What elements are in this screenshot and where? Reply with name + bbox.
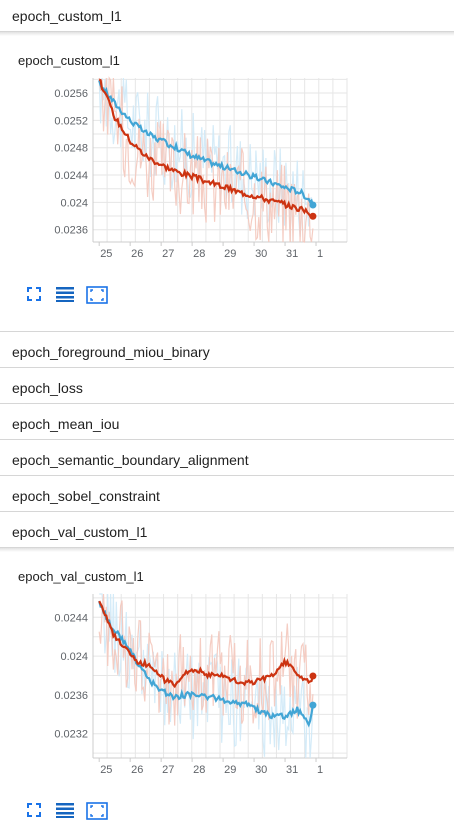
header-shadow xyxy=(0,32,454,36)
x-tick-label: 27 xyxy=(162,248,174,260)
section-divider xyxy=(0,367,454,368)
section-divider xyxy=(0,439,454,440)
section-divider xyxy=(0,511,454,512)
y-tick-label: 0.024 xyxy=(60,197,88,209)
y-tick-label: 0.0232 xyxy=(54,729,88,741)
y-tick-label: 0.0244 xyxy=(54,612,88,624)
x-tick-label: 1 xyxy=(317,764,323,776)
section-header-epoch-custom-l1[interactable]: epoch_custom_l1 xyxy=(12,8,122,24)
section-header-val-custom-l1[interactable]: epoch_val_custom_l1 xyxy=(12,524,148,540)
line-chart-epoch-custom-l1[interactable]: 0.0256 0.0252 0.0248 0.0244 0.024 0.0236 25 26 2… xyxy=(0,70,454,275)
section-divider xyxy=(0,403,454,404)
y-tick-label: 0.0236 xyxy=(54,225,88,237)
y-tick-label: 0.0244 xyxy=(54,170,88,182)
chart-svg[interactable]: 0.0256 0.0252 0.0248 0.0244 0.024 0.0236 25 26 2… xyxy=(0,70,454,270)
series-raw-line xyxy=(98,76,314,243)
data-table-icon[interactable] xyxy=(56,802,74,823)
section-divider xyxy=(0,475,454,476)
x-tick-label: 30 xyxy=(255,764,267,776)
series-end-point xyxy=(309,701,317,709)
fullscreen-icon[interactable] xyxy=(26,802,42,823)
x-tick-label: 29 xyxy=(224,764,236,776)
y-tick-label: 0.0248 xyxy=(54,143,88,155)
x-tick-label: 28 xyxy=(193,764,205,776)
series-line xyxy=(98,80,314,206)
section-header-loss[interactable]: epoch_loss xyxy=(12,380,83,396)
header-divider xyxy=(0,31,454,32)
series-end-point xyxy=(309,201,317,209)
series-end-point xyxy=(309,212,317,220)
section-header-sobel-constraint[interactable]: epoch_sobel_constraint xyxy=(12,488,160,504)
section-header-foreground-miou[interactable]: epoch_foreground_miou_binary xyxy=(12,344,210,360)
y-tick-label: 0.0236 xyxy=(54,690,88,702)
x-tick-label: 26 xyxy=(131,248,143,260)
x-tick-label: 31 xyxy=(286,764,298,776)
section-header-semantic-boundary[interactable]: epoch_semantic_boundary_alignment xyxy=(12,452,249,468)
x-tick-label: 25 xyxy=(100,764,112,776)
y-tick-label: 0.0256 xyxy=(54,88,88,100)
fullscreen-icon[interactable] xyxy=(26,286,42,307)
chart-svg[interactable]: 0.0244 0.024 0.0236 0.0232 25 26 27 28 29 30 31 1 xyxy=(0,586,454,786)
fit-domain-icon[interactable] xyxy=(86,286,108,309)
series-line xyxy=(98,78,313,218)
section-divider xyxy=(0,547,454,548)
line-chart-epoch-val-custom-l1[interactable]: 0.0244 0.024 0.0236 0.0232 25 26 27 28 29 30 31 1 xyxy=(0,586,454,791)
fit-domain-icon[interactable] xyxy=(86,802,108,825)
chart-title: epoch_val_custom_l1 xyxy=(18,569,144,584)
section-divider xyxy=(0,331,454,332)
series-end-point xyxy=(309,672,317,680)
x-tick-label: 28 xyxy=(193,248,205,260)
data-table-icon[interactable] xyxy=(56,286,74,307)
x-tick-label: 26 xyxy=(131,764,143,776)
x-tick-label: 1 xyxy=(317,248,323,260)
section-header-mean-iou[interactable]: epoch_mean_iou xyxy=(12,416,120,432)
x-tick-label: 27 xyxy=(162,764,174,776)
series-raw-line xyxy=(98,77,314,238)
y-tick-label: 0.0252 xyxy=(54,115,88,127)
chart-title: epoch_custom_l1 xyxy=(18,53,120,68)
x-tick-label: 31 xyxy=(286,248,298,260)
series-raw-line xyxy=(98,593,314,726)
x-tick-label: 30 xyxy=(255,248,267,260)
section-shadow xyxy=(0,548,454,552)
series-line xyxy=(98,600,314,689)
x-tick-label: 29 xyxy=(224,248,236,260)
y-tick-label: 0.024 xyxy=(60,651,88,663)
x-tick-label: 25 xyxy=(100,248,112,260)
